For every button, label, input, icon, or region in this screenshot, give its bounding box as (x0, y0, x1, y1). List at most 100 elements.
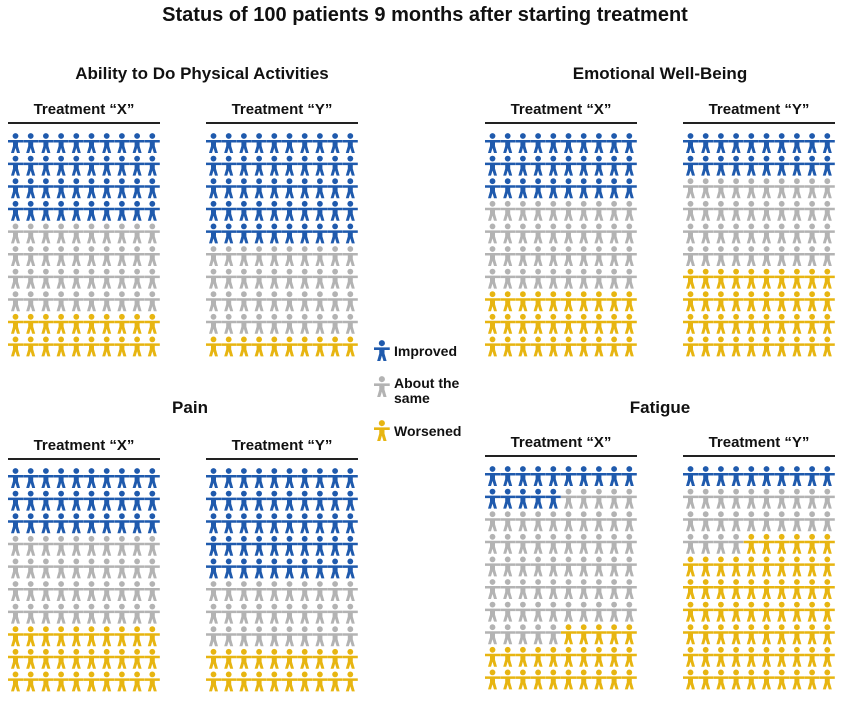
person-icon-worsened (819, 291, 835, 312)
person-icon-improved (84, 490, 99, 511)
person-icon-same (144, 223, 160, 244)
person-icon-same (819, 200, 835, 221)
person-icon-worsened (728, 268, 744, 289)
person-icon-improved (236, 468, 252, 488)
person-icon-worsened (713, 646, 729, 667)
person-icon-same (485, 624, 500, 645)
person-icon-worsened (804, 601, 820, 622)
person-icon-improved (266, 490, 282, 511)
person-icon-worsened (621, 646, 637, 667)
person-icon-same (38, 268, 54, 289)
person-icon-improved (38, 513, 54, 534)
person-icon-worsened (789, 533, 805, 554)
person-icon-same (206, 291, 221, 312)
person-icon-improved (23, 178, 39, 199)
person-icon-improved (545, 133, 561, 153)
underline (683, 122, 835, 124)
person-icon-same (621, 601, 637, 622)
person-icon-improved (327, 178, 343, 199)
person-icon-worsened (713, 624, 729, 645)
person-icon-improved (38, 155, 54, 176)
person-icon-same (84, 558, 99, 579)
person-icon-same (485, 533, 500, 554)
person-icon-same (743, 488, 759, 509)
person-icon-same (759, 246, 774, 266)
person-icon-worsened (759, 624, 774, 645)
person-icon-worsened (144, 313, 160, 334)
person-icon-worsened (606, 669, 622, 690)
person-icon-same (327, 626, 343, 647)
person-icon-improved (545, 466, 561, 486)
person-icon-improved (144, 513, 160, 534)
person-icon-same (282, 313, 297, 334)
person-icon-same (819, 178, 835, 199)
person-icon-worsened (515, 313, 531, 334)
person-icon-same (8, 581, 23, 601)
pictograph-svg (206, 468, 358, 692)
person-icon-worsened (683, 579, 698, 599)
person-icon-same (819, 246, 835, 266)
person-icon-improved (621, 155, 637, 176)
person-icon-same (500, 601, 516, 622)
person-icon-same (683, 246, 698, 266)
person-icon-worsened (789, 556, 805, 577)
person-icon-same (500, 533, 516, 554)
panel-title-emotional: Emotional Well-Being (572, 64, 748, 83)
person-icon-improved (206, 513, 221, 534)
person-icon-worsened (266, 648, 282, 669)
person-icon-improved (297, 513, 313, 534)
person-icon-same (114, 558, 130, 579)
person-icon-improved (129, 133, 145, 153)
person-icon-same (68, 223, 84, 244)
person-icon-improved (342, 223, 358, 244)
person-icon-same (561, 556, 576, 577)
legend-person-improved (374, 340, 390, 361)
person-icon-same (530, 200, 546, 221)
person-icon-worsened (591, 624, 607, 645)
person-icon-worsened (789, 268, 805, 289)
person-icon-same (819, 511, 835, 532)
person-icon-same (728, 488, 744, 509)
person-icon-same (530, 533, 546, 554)
person-icon-improved (297, 223, 313, 244)
person-icon-improved (206, 535, 221, 556)
person-icon-improved (485, 488, 500, 509)
person-icon-improved (206, 490, 221, 511)
person-icon-worsened (327, 671, 343, 692)
person-icon-same (297, 291, 313, 312)
person-icon-improved (713, 466, 729, 486)
person-icon-worsened (8, 626, 23, 647)
person-icon-worsened (221, 671, 237, 692)
person-icon-same (804, 511, 820, 532)
person-icon-same (728, 246, 744, 266)
person-icon-worsened (251, 336, 267, 357)
person-icon-worsened (84, 648, 99, 669)
person-icon-worsened (144, 626, 160, 647)
person-icon-worsened (485, 313, 500, 334)
person-icon-same (789, 178, 805, 199)
person-icon-worsened (561, 313, 576, 334)
person-icon-worsened (515, 669, 531, 690)
person-icon-same (114, 291, 130, 312)
person-icon-worsened (713, 601, 729, 622)
person-icon-same (8, 558, 23, 579)
person-icon-improved (23, 155, 39, 176)
person-icon-worsened (576, 624, 592, 645)
person-icon-improved (8, 178, 23, 199)
person-icon-improved (129, 200, 145, 221)
person-icon-worsened (804, 646, 820, 667)
person-icon-worsened (621, 336, 637, 357)
person-icon-worsened (114, 626, 130, 647)
person-icon-worsened (819, 533, 835, 554)
underline (8, 122, 160, 124)
person-icon-improved (221, 133, 237, 153)
person-icon-same (606, 268, 622, 289)
person-icon-same (23, 535, 39, 556)
person-icon-same (38, 246, 54, 266)
person-icon-improved (530, 155, 546, 176)
person-icon-same (485, 200, 500, 221)
person-icon-worsened (221, 336, 237, 357)
person-icon-worsened (545, 669, 561, 690)
panel-title-pain: Pain (172, 398, 208, 417)
person-icon-improved (266, 133, 282, 153)
